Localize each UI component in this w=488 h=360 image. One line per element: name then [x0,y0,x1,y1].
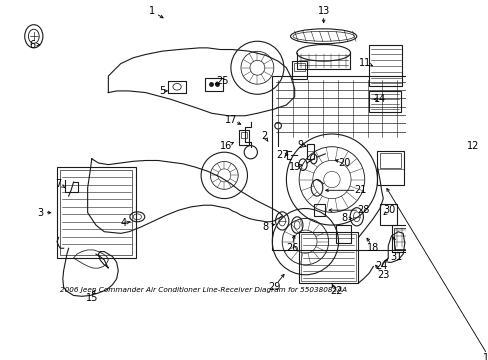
Bar [301,234,355,280]
Text: 4: 4 [120,219,126,229]
Text: 29: 29 [267,282,280,292]
Bar [379,153,401,168]
Text: 3: 3 [37,208,43,218]
Bar [167,81,186,93]
Text: 23: 23 [376,270,388,280]
Text: 21: 21 [354,185,366,195]
Bar [272,76,416,250]
Bar [60,170,132,255]
Text: 18: 18 [366,243,379,253]
Text: 26: 26 [285,243,298,253]
Bar [306,144,313,159]
Text: 31: 31 [389,252,402,262]
Text: 11: 11 [358,58,370,68]
Text: 20: 20 [338,158,350,168]
Text: 14: 14 [373,94,386,104]
Text: 27: 27 [275,150,288,160]
Text: 7: 7 [56,179,61,189]
Text: 8: 8 [341,213,346,224]
Text: 9: 9 [297,140,303,150]
Text: 10: 10 [482,352,488,360]
Bar [393,228,415,249]
Bar [205,78,223,91]
Text: 5: 5 [159,86,165,96]
Text: 12: 12 [466,141,478,152]
Text: 15: 15 [85,293,98,303]
Text: 13: 13 [317,6,329,17]
Bar [293,63,305,71]
Text: 24: 24 [375,261,387,271]
Text: 19: 19 [288,162,300,172]
Text: 30: 30 [383,205,395,215]
Bar [379,204,396,225]
Text: 6: 6 [29,40,35,50]
Bar [377,150,403,185]
Bar [241,131,247,138]
Bar [57,167,135,258]
Text: 1: 1 [149,6,155,17]
Text: 16: 16 [220,141,232,152]
Text: 8: 8 [262,222,268,232]
Text: 2: 2 [261,131,266,141]
Text: 28: 28 [356,205,369,215]
Bar [368,91,400,112]
Text: 2006 Jeep Commander Air Conditioner Line-Receiver Diagram for 55038085AA: 2006 Jeep Commander Air Conditioner Line… [60,287,346,293]
Text: 22: 22 [329,286,342,296]
Bar [313,204,325,216]
Bar [368,45,402,86]
Text: 25: 25 [216,76,228,86]
Bar [298,232,358,283]
Bar [292,61,306,79]
Bar [391,225,417,252]
Text: 17: 17 [224,115,237,125]
Bar [335,225,350,243]
Bar [239,130,248,145]
